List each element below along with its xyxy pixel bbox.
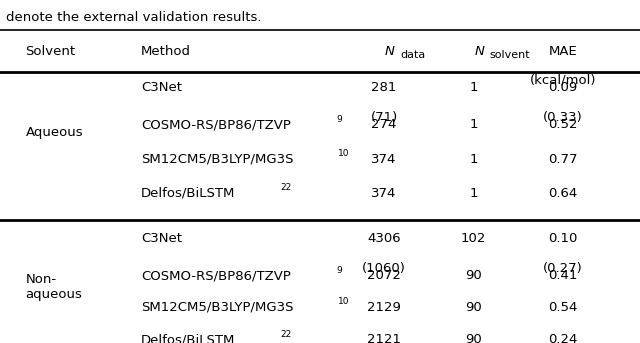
- Text: 274: 274: [371, 118, 397, 131]
- Text: 374: 374: [371, 153, 397, 166]
- Text: 374: 374: [371, 187, 397, 200]
- Text: Method: Method: [141, 45, 191, 58]
- Text: 1: 1: [469, 81, 478, 94]
- Text: 9: 9: [336, 266, 342, 275]
- Text: $N$: $N$: [474, 45, 485, 58]
- Text: 281: 281: [371, 81, 397, 94]
- Text: Solvent: Solvent: [26, 45, 76, 58]
- Text: SM12CM5/B3LYP/MG3S: SM12CM5/B3LYP/MG3S: [141, 153, 293, 166]
- Text: 1: 1: [469, 187, 478, 200]
- Text: 10: 10: [338, 297, 349, 306]
- Text: 0.09: 0.09: [548, 81, 578, 94]
- Text: 0.54: 0.54: [548, 300, 578, 314]
- Text: (0.33): (0.33): [543, 110, 583, 123]
- Text: (0.27): (0.27): [543, 262, 583, 275]
- Text: 0.41: 0.41: [548, 270, 578, 282]
- Text: 90: 90: [465, 333, 482, 343]
- Text: COSMO-RS/BP86/TZVP: COSMO-RS/BP86/TZVP: [141, 118, 291, 131]
- Text: $N$: $N$: [384, 45, 396, 58]
- Text: (kcal/mol): (kcal/mol): [530, 73, 596, 86]
- Text: solvent: solvent: [490, 50, 530, 60]
- Text: 4306: 4306: [367, 232, 401, 245]
- Text: 2129: 2129: [367, 300, 401, 314]
- Text: 9: 9: [336, 115, 342, 123]
- Text: 90: 90: [465, 270, 482, 282]
- Text: 22: 22: [280, 183, 292, 192]
- Text: 90: 90: [465, 300, 482, 314]
- Text: Delfos/BiLSTM: Delfos/BiLSTM: [141, 187, 235, 200]
- Text: 0.52: 0.52: [548, 118, 578, 131]
- Text: 22: 22: [280, 330, 292, 339]
- Text: data: data: [400, 50, 425, 60]
- Text: C3Net: C3Net: [141, 232, 182, 245]
- Text: Non-
aqueous: Non- aqueous: [26, 273, 83, 300]
- Text: 0.24: 0.24: [548, 333, 578, 343]
- Text: 2072: 2072: [367, 270, 401, 282]
- Text: COSMO-RS/BP86/TZVP: COSMO-RS/BP86/TZVP: [141, 270, 291, 282]
- Text: 102: 102: [461, 232, 486, 245]
- Text: 0.10: 0.10: [548, 232, 578, 245]
- Text: C3Net: C3Net: [141, 81, 182, 94]
- Text: 10: 10: [338, 149, 349, 158]
- Text: 0.77: 0.77: [548, 153, 578, 166]
- Text: MAE: MAE: [549, 45, 577, 58]
- Text: SM12CM5/B3LYP/MG3S: SM12CM5/B3LYP/MG3S: [141, 300, 293, 314]
- Text: Delfos/BiLSTM: Delfos/BiLSTM: [141, 333, 235, 343]
- Text: denote the external validation results.: denote the external validation results.: [6, 11, 262, 24]
- Text: (1060): (1060): [362, 262, 406, 275]
- Text: Aqueous: Aqueous: [26, 126, 83, 139]
- Text: 2121: 2121: [367, 333, 401, 343]
- Text: 0.64: 0.64: [548, 187, 578, 200]
- Text: (71): (71): [371, 110, 397, 123]
- Text: 1: 1: [469, 153, 478, 166]
- Text: 1: 1: [469, 118, 478, 131]
